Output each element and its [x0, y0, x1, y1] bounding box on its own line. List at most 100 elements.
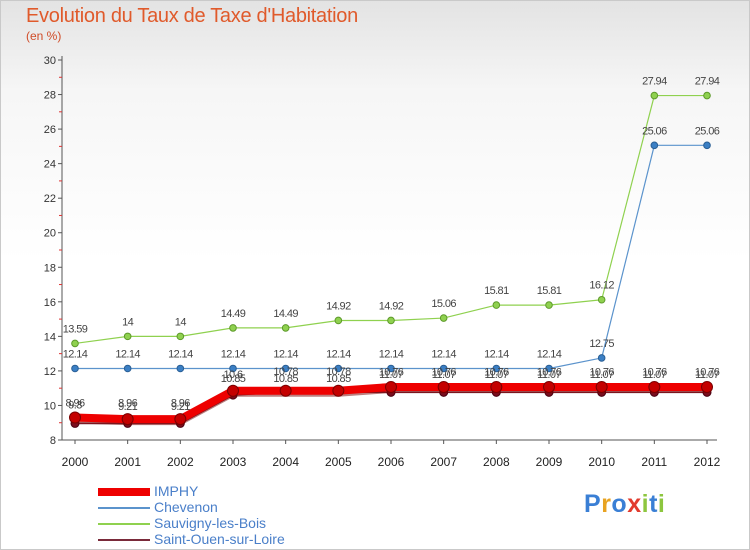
x-tick-label: 2011: [641, 455, 667, 469]
data-point: [703, 91, 711, 100]
data-label: 14: [122, 316, 134, 328]
data-label: 15.06: [431, 298, 456, 310]
data-point: [597, 354, 606, 362]
data-point: [71, 339, 79, 348]
data-point: [121, 413, 134, 426]
y-tick-label: 28: [44, 90, 56, 102]
legend-item: Chevenon: [98, 499, 358, 516]
data-label: 12.14: [273, 348, 298, 360]
data-point: [545, 301, 553, 309]
data-point: [227, 384, 239, 397]
data-label: 11.07: [695, 369, 719, 381]
chart-title: Evolution du Taux de Taxe d'Habitation: [26, 5, 358, 27]
data-label: 9.3: [68, 400, 82, 412]
x-tick-label: 2001: [114, 455, 141, 469]
data-label: 25.06: [695, 125, 720, 137]
x-tick-label: 2002: [167, 455, 194, 469]
data-label: 12.14: [537, 348, 562, 360]
data-point: [334, 364, 343, 373]
logo-letter: P: [584, 490, 602, 518]
legend-item: IMPHY: [98, 483, 358, 500]
data-point: [439, 314, 448, 322]
x-tick-label: 2004: [272, 455, 299, 469]
y-tick-label: 10: [44, 400, 56, 412]
legend-label: Sauvigny-les-Bois: [154, 515, 267, 531]
data-label: 14.49: [221, 308, 246, 320]
data-point: [650, 91, 659, 100]
data-label: 10.78: [326, 366, 351, 378]
data-label: 12.14: [63, 348, 88, 360]
data-point: [176, 364, 185, 373]
y-tick-label: 26: [44, 124, 56, 136]
x-tick-label: 2005: [325, 455, 352, 469]
data-point: [69, 411, 81, 424]
x-tick-label: 2010: [588, 455, 615, 469]
data-label: 10.85: [273, 373, 298, 385]
data-label: 8.96: [65, 397, 84, 409]
legend-swatch: [98, 539, 150, 541]
logo-letter: t: [649, 490, 658, 518]
data-label: 11.07: [379, 369, 403, 381]
proxiti-logo: Proxiti: [584, 490, 665, 519]
data-label: 10.78: [273, 366, 298, 378]
data-point: [229, 364, 237, 373]
data-point: [490, 380, 503, 393]
x-tick-label: 2008: [483, 455, 510, 469]
data-point: [492, 301, 501, 309]
logo-letter: i: [657, 490, 666, 518]
logo-letter: i: [641, 490, 650, 518]
x-tick-label: 2003: [220, 455, 247, 469]
y-tick-label: 30: [44, 55, 56, 67]
data-label: 10.76: [695, 366, 720, 378]
data-label: 16.12: [589, 280, 614, 292]
logo-letter: o: [611, 490, 628, 518]
chart-subtitle: (en %): [26, 29, 62, 43]
data-label: 12.14: [326, 348, 351, 360]
legend-item: Saint-Ouen-sur-Loire: [98, 531, 358, 548]
data-point: [176, 332, 185, 341]
y-tick-label: 22: [44, 193, 56, 205]
data-label: 8.96: [171, 397, 190, 409]
data-point: [123, 364, 132, 373]
data-point: [387, 364, 395, 373]
data-label: 11.07: [432, 369, 456, 381]
data-label: 11.07: [537, 369, 561, 381]
data-label: 27.94: [695, 76, 720, 88]
data-point: [332, 384, 345, 397]
y-tick-label: 12: [44, 366, 56, 378]
x-tick-label: 2007: [430, 455, 457, 469]
data-label: 15.81: [484, 285, 509, 297]
data-label: 9.21: [171, 401, 190, 413]
data-label: 10.76: [379, 366, 404, 378]
data-point: [281, 324, 290, 332]
data-point: [123, 332, 132, 341]
y-tick-label: 18: [44, 262, 56, 274]
y-tick-label: 8: [50, 435, 56, 447]
data-point: [648, 380, 661, 393]
data-point: [595, 380, 608, 393]
x-tick-label: 2000: [62, 455, 89, 469]
legend-swatch: [98, 507, 150, 509]
legend-swatch: [98, 488, 150, 496]
data-label: 27.94: [642, 76, 667, 88]
data-label: 12.75: [589, 338, 614, 350]
data-label: 14.92: [326, 300, 351, 312]
data-label: 12.14: [221, 348, 246, 360]
data-label: 11.07: [484, 369, 508, 381]
data-label: 11.07: [590, 369, 614, 381]
data-point: [545, 364, 553, 373]
y-tick-label: 14: [44, 331, 56, 343]
legend-label: IMPHY: [154, 483, 199, 499]
data-label: 14.49: [273, 308, 298, 320]
legend-label: Chevenon: [154, 499, 218, 515]
data-point: [650, 141, 659, 150]
data-label: 11.07: [642, 369, 666, 381]
data-label: 12.14: [379, 348, 404, 360]
data-label: 13.59: [63, 323, 88, 335]
data-label: 10.85: [326, 373, 351, 385]
data-point: [71, 364, 79, 373]
data-point: [281, 364, 290, 373]
data-label: 15.81: [537, 285, 562, 297]
